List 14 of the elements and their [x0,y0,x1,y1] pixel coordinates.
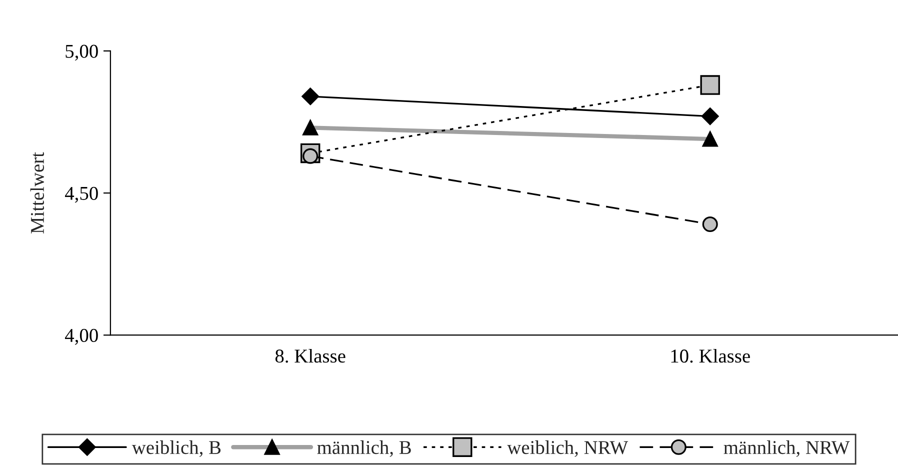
y-tick-label: 5,00 [66,44,98,61]
legend-label: weiblich, NRW [507,440,628,457]
x-tick-label: 10. Klasse [671,348,750,363]
legend-label: weiblich, B [132,440,221,457]
y-tick-label: 4,00 [65,328,98,345]
point [701,108,719,125]
point [700,75,720,95]
y-tick-label: 4,50 [65,186,98,203]
legend-label: männlich, B [317,440,411,457]
point [702,216,718,232]
point [302,88,320,106]
y-axis-title: Mittelwert [30,152,44,234]
x-tick-label: 8. Klasse [275,348,346,363]
legend-label: männlich, NRW [724,440,850,457]
